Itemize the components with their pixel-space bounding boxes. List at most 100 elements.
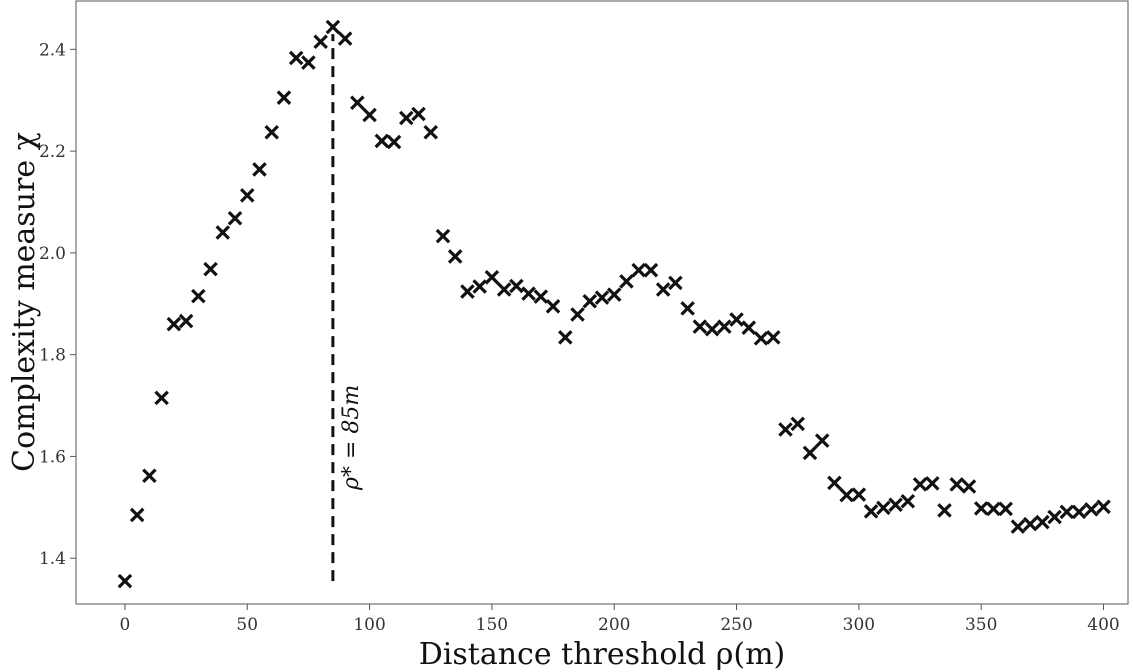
data-point	[203, 261, 218, 277]
y-tick-label: 1.8	[39, 346, 66, 366]
x-tick-label: 300	[843, 615, 875, 635]
data-point	[1010, 519, 1026, 534]
data-point	[325, 19, 341, 35]
data-point	[350, 95, 365, 111]
data-point	[876, 500, 891, 516]
data-point	[851, 487, 867, 502]
data-point	[790, 416, 805, 432]
data-point	[594, 290, 610, 305]
data-point	[423, 125, 439, 140]
data-point	[912, 477, 928, 492]
data-point	[729, 312, 744, 327]
data-point	[900, 493, 916, 509]
data-point	[570, 307, 585, 322]
data-point	[692, 319, 708, 334]
data-point	[961, 479, 977, 494]
data-point	[435, 228, 451, 244]
data-point	[1035, 514, 1050, 530]
data-point	[337, 31, 353, 46]
data-point	[521, 286, 536, 301]
x-tick-label: 350	[965, 615, 997, 635]
threshold-annotation: ρ* = 85m	[339, 385, 364, 491]
data-point	[765, 330, 781, 345]
data-point	[154, 390, 169, 406]
data-point	[619, 274, 634, 289]
data-point	[264, 125, 279, 140]
data-point	[1071, 504, 1087, 520]
x-tick-label: 400	[1087, 615, 1119, 635]
data-point	[888, 497, 903, 513]
data-point	[472, 279, 487, 294]
data-point	[631, 262, 646, 278]
data-point	[362, 107, 377, 123]
data-point	[178, 313, 194, 329]
y-tick-label: 2.0	[39, 244, 66, 264]
data-point	[533, 289, 549, 304]
data-point	[496, 282, 512, 297]
x-axis-ticks: 0 50 100 150 200 250 300 350 400	[120, 604, 1120, 635]
data-point	[227, 211, 243, 226]
data-point	[484, 270, 500, 285]
data-point	[374, 133, 390, 149]
data-point	[1022, 516, 1038, 532]
x-tick-label: 150	[476, 615, 508, 635]
data-point	[643, 262, 659, 278]
x-tick-label: 50	[236, 615, 258, 635]
data-point	[802, 445, 818, 461]
data-point	[386, 134, 402, 150]
y-axis-label: Complexity measure χ	[7, 132, 42, 472]
data-point	[925, 476, 940, 491]
data-point	[1084, 502, 1099, 517]
y-tick-label: 2.2	[39, 142, 66, 162]
data-point	[717, 319, 732, 334]
data-point	[558, 330, 573, 345]
x-tick-label: 250	[720, 615, 752, 635]
x-tick-label: 100	[353, 615, 385, 635]
x-axis-label: Distance threshold ρ(m)	[419, 637, 785, 672]
x-tick-label: 0	[120, 615, 131, 635]
data-point	[863, 504, 879, 519]
y-axis-ticks: 1.4 1.6 1.8 2.0 2.2 2.4	[39, 40, 76, 569]
data-point	[741, 320, 757, 335]
data-point	[655, 282, 671, 297]
data-point	[509, 278, 524, 294]
y-tick-label: 1.4	[39, 549, 66, 569]
data-markers	[117, 19, 1111, 589]
data-point	[129, 507, 145, 523]
data-point	[668, 275, 683, 291]
data-point	[166, 316, 182, 332]
data-point	[239, 188, 255, 203]
data-point	[411, 106, 426, 122]
data-point	[937, 503, 952, 518]
data-point	[778, 422, 793, 437]
data-point	[117, 573, 133, 589]
x-tick-label: 200	[598, 615, 630, 635]
data-point	[545, 299, 561, 314]
data-point	[142, 468, 157, 484]
data-point	[827, 475, 842, 491]
data-point	[276, 90, 292, 105]
data-point	[288, 50, 304, 66]
data-point	[839, 487, 854, 503]
data-point	[814, 433, 830, 448]
data-point	[606, 287, 622, 302]
data-point	[704, 321, 720, 337]
data-point	[191, 288, 206, 304]
y-tick-label: 2.4	[39, 40, 66, 60]
data-point	[252, 162, 267, 177]
data-point	[973, 501, 989, 516]
data-point	[986, 501, 1001, 517]
data-point	[998, 501, 1013, 517]
data-point	[1096, 499, 1111, 515]
data-point	[399, 110, 414, 126]
data-point	[313, 34, 328, 49]
plot-frame	[75, 0, 1129, 605]
data-point	[215, 225, 231, 240]
data-point	[949, 477, 965, 492]
data-point	[1047, 509, 1062, 525]
data-point	[301, 55, 316, 70]
data-point	[582, 293, 598, 309]
data-point	[680, 301, 695, 316]
data-point	[447, 249, 463, 264]
